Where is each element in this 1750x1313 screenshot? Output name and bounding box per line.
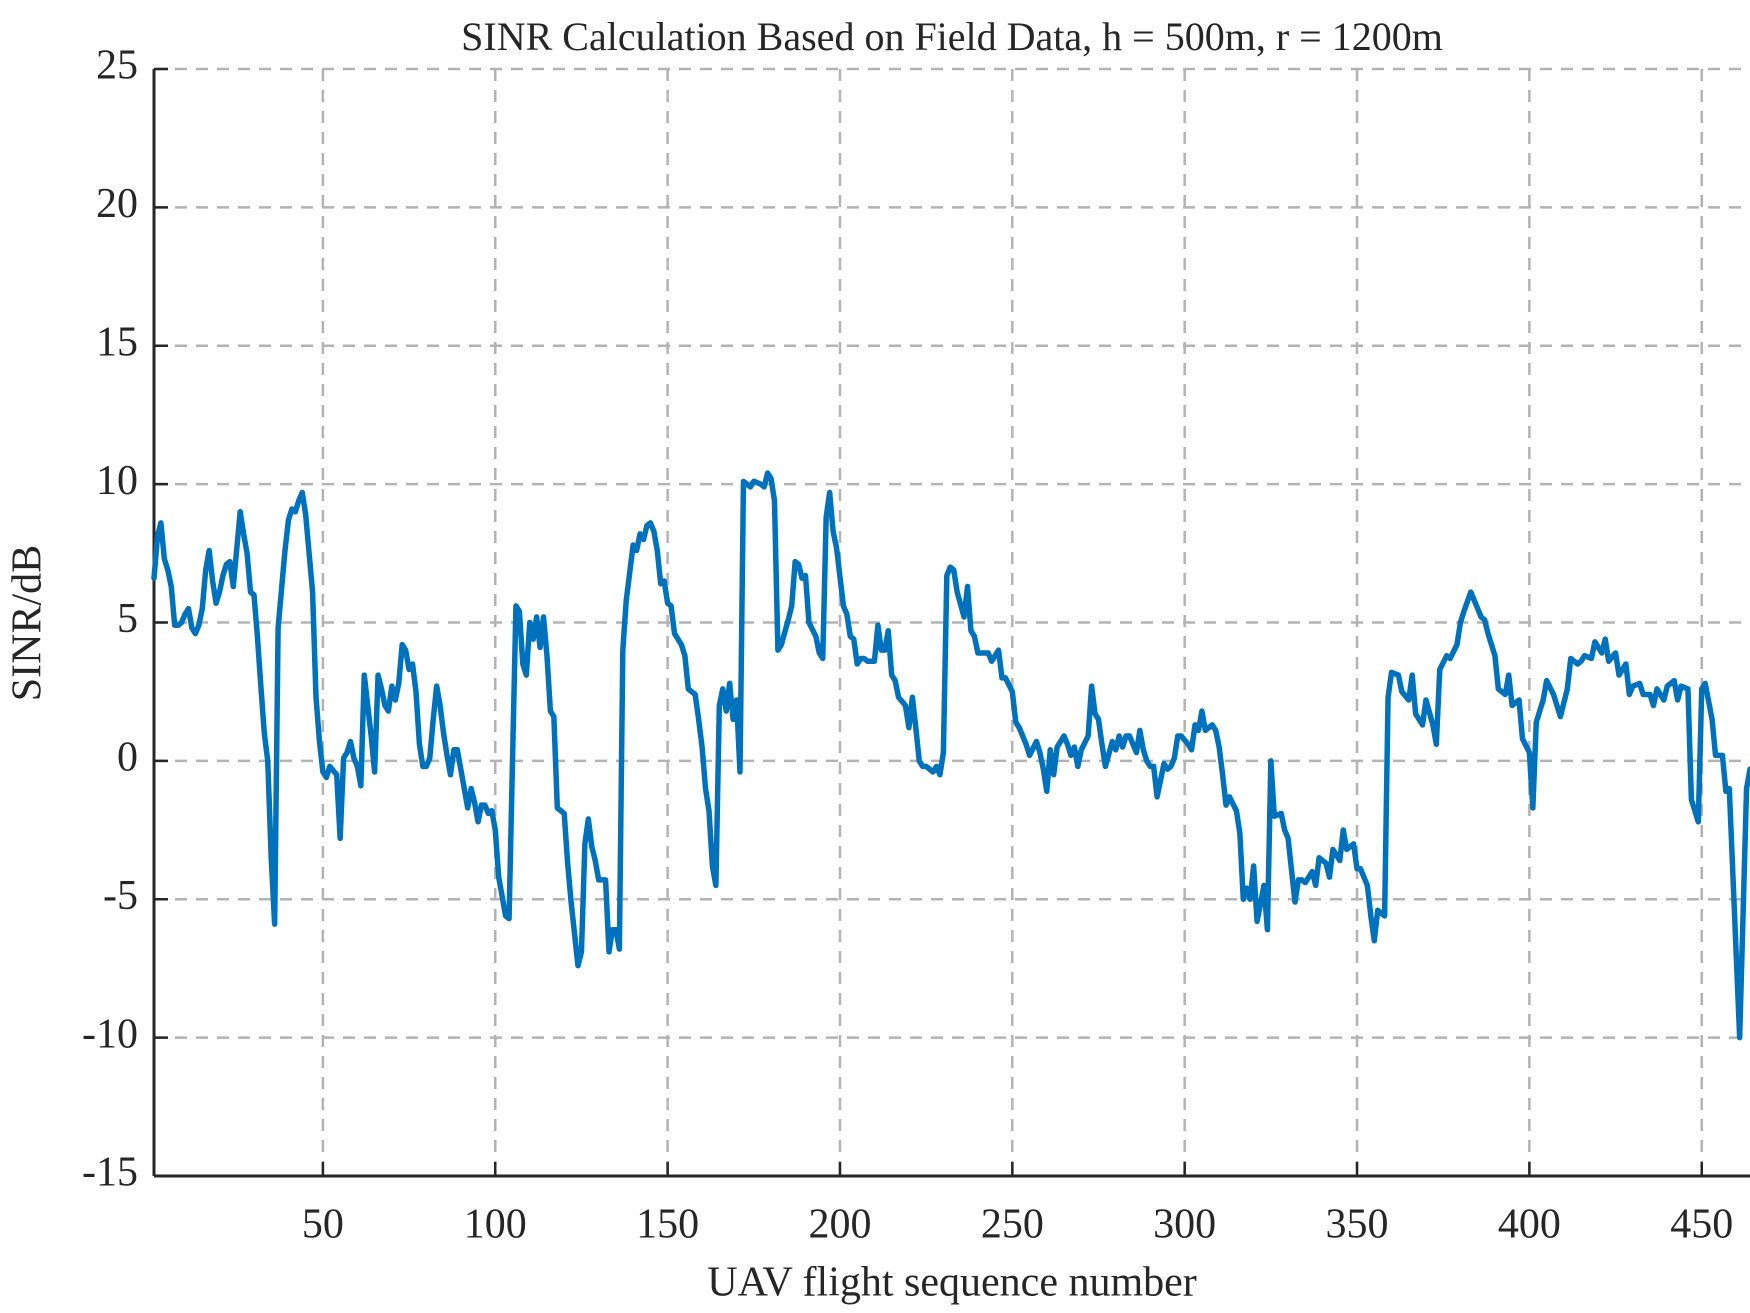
x-tick-label: 300: [1153, 1202, 1216, 1248]
x-tick-label: 150: [636, 1202, 699, 1248]
y-tick-label: 5: [117, 596, 138, 642]
x-axis-label: UAV flight sequence number: [707, 1260, 1197, 1306]
data-line: [151, 470, 1750, 1041]
y-tick-label: 10: [96, 458, 138, 504]
y-tick-label: -15: [82, 1150, 138, 1196]
y-tick-label: 20: [96, 181, 138, 227]
x-tick-label: 400: [1498, 1202, 1561, 1248]
x-tick-label: 450: [1670, 1202, 1733, 1248]
x-tick-label: 100: [464, 1202, 527, 1248]
y-tick-label: 0: [117, 735, 138, 781]
x-tick-label: 50: [302, 1202, 344, 1248]
y-tick-label: -5: [103, 873, 138, 919]
x-tick-label: 250: [981, 1202, 1044, 1248]
y-tick-label: 15: [96, 319, 138, 365]
x-tick-label: 200: [808, 1202, 871, 1248]
y-tick-label: -10: [82, 1011, 138, 1057]
chart-title: SINR Calculation Based on Field Data, h …: [461, 14, 1443, 59]
y-tick-label: 25: [96, 43, 138, 89]
y-axis-label: SINR/dB: [5, 545, 51, 701]
x-tick-label: 350: [1326, 1202, 1389, 1248]
